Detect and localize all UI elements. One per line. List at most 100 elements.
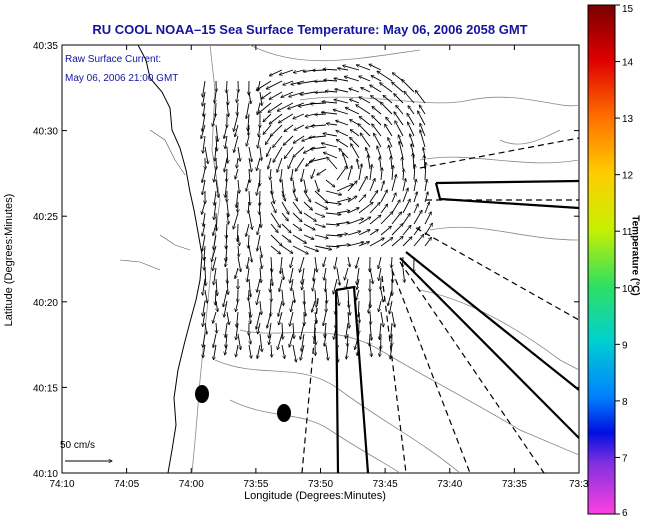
current-vector <box>383 95 393 104</box>
current-vector <box>347 166 352 181</box>
x-axis-label: Longitude (Degrees:Minutes) <box>244 490 386 502</box>
current-vector <box>335 89 349 93</box>
current-vector <box>214 168 217 182</box>
current-vector <box>257 223 261 235</box>
current-vector <box>314 223 325 227</box>
current-vector <box>293 113 305 119</box>
current-vector <box>356 65 371 71</box>
x-tick-label: 73:55 <box>243 479 268 490</box>
current-vector <box>389 300 393 314</box>
current-vector <box>202 168 206 183</box>
current-vector <box>415 90 426 104</box>
colorbar-tick-label: 13 <box>622 114 634 125</box>
current-vector <box>300 344 305 360</box>
coastline-land <box>62 45 203 473</box>
current-vector <box>281 91 294 97</box>
current-vector <box>202 201 206 214</box>
current-vector <box>369 202 380 214</box>
current-vector <box>237 102 238 115</box>
current-vector <box>344 76 360 82</box>
current-vector <box>303 190 311 202</box>
current-vector <box>298 80 316 84</box>
current-vector <box>347 256 350 267</box>
current-vector <box>236 322 239 340</box>
current-vector <box>202 80 206 97</box>
current-vector <box>379 322 381 340</box>
current-vector <box>372 124 382 137</box>
current-vector <box>334 256 338 269</box>
current-vector <box>279 69 294 75</box>
current-vector <box>347 181 357 192</box>
current-vector <box>392 82 404 93</box>
current-vector <box>292 223 302 231</box>
current-vector <box>413 227 420 236</box>
current-vector <box>213 223 217 236</box>
current-vector <box>270 234 282 246</box>
current-vector <box>203 344 206 358</box>
current-vector <box>271 344 272 357</box>
current-vector <box>347 218 364 225</box>
current-vector <box>369 267 373 284</box>
current-vector <box>213 311 217 323</box>
current-vector <box>235 168 239 179</box>
current-vector <box>283 80 294 85</box>
current-vector <box>301 168 305 182</box>
current-vector <box>309 135 327 138</box>
current-vector <box>380 181 384 192</box>
current-vector <box>311 168 316 179</box>
current-vector <box>326 124 338 125</box>
current-vector <box>323 256 327 267</box>
current-vector <box>313 267 315 281</box>
current-vector <box>303 234 314 239</box>
current-vector <box>413 210 422 225</box>
y-tick-label: 40:35 <box>33 41 58 52</box>
current-vector <box>345 107 360 115</box>
current-vector <box>346 344 349 359</box>
current-vector <box>246 135 250 146</box>
current-vector <box>293 69 305 73</box>
current-vector <box>324 267 327 280</box>
current-vector <box>260 300 261 315</box>
current-vector <box>224 124 228 139</box>
current-vector <box>281 201 289 214</box>
current-vector <box>224 300 228 317</box>
colorbar-tick-label: 7 <box>622 453 628 464</box>
current-vector <box>314 212 325 217</box>
current-vector <box>378 300 382 312</box>
current-vector <box>234 113 239 131</box>
current-vector <box>414 164 415 181</box>
current-vector <box>201 124 206 139</box>
current-vector <box>413 204 418 214</box>
current-vector <box>248 278 251 297</box>
current-vector <box>248 245 252 262</box>
current-vector <box>300 256 305 272</box>
current-vector <box>403 267 405 282</box>
current-vector <box>369 333 370 346</box>
current-vector <box>358 195 366 203</box>
current-vector <box>259 102 272 113</box>
current-vector <box>202 179 206 195</box>
current-vector <box>291 300 294 312</box>
current-vector <box>211 245 217 262</box>
current-vector <box>204 146 208 164</box>
current-vector <box>270 190 274 204</box>
current-vector <box>237 223 238 242</box>
current-vector <box>336 121 349 126</box>
current-vector <box>347 300 350 315</box>
current-vector <box>292 245 308 254</box>
current-vector <box>293 289 295 303</box>
current-vector <box>292 212 302 222</box>
current-vector <box>323 69 338 70</box>
current-vector <box>424 223 432 236</box>
current-vector <box>403 169 404 181</box>
current-vector <box>256 80 272 90</box>
current-vector <box>381 168 382 181</box>
current-vector <box>226 333 227 348</box>
bathymetry-contours <box>191 45 579 473</box>
current-vector <box>292 201 302 214</box>
current-vector <box>372 106 382 115</box>
current-vector <box>216 322 217 333</box>
current-vector <box>290 267 294 283</box>
current-vector <box>202 223 206 236</box>
current-vector <box>281 344 285 359</box>
